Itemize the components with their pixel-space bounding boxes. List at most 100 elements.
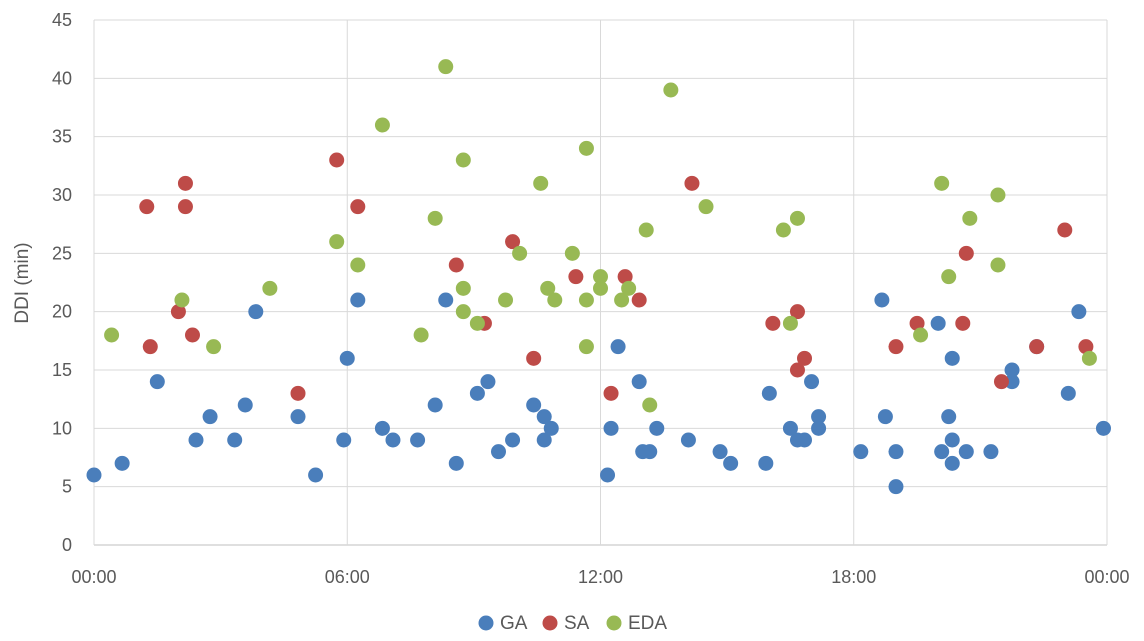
point-eda xyxy=(174,292,190,308)
point-eda xyxy=(775,222,791,238)
point-ga xyxy=(410,432,426,448)
point-eda xyxy=(104,327,120,343)
x-tick-label: 00:00 xyxy=(71,567,116,587)
point-sa xyxy=(526,350,542,366)
x-tick-label: 18:00 xyxy=(831,567,876,587)
point-ga xyxy=(86,467,102,483)
point-ga xyxy=(712,444,728,460)
point-eda xyxy=(789,210,805,226)
point-ga xyxy=(490,444,506,460)
point-ga xyxy=(427,397,443,413)
point-eda xyxy=(614,292,630,308)
x-tick-label: 06:00 xyxy=(325,567,370,587)
point-ga xyxy=(642,444,658,460)
point-eda xyxy=(642,397,658,413)
point-sa xyxy=(958,245,974,261)
legend: GA SA EDA xyxy=(478,613,667,634)
point-ga xyxy=(536,432,552,448)
point-ga xyxy=(680,432,696,448)
point-sa xyxy=(329,152,345,168)
y-tick-label: 5 xyxy=(62,477,72,497)
point-ga xyxy=(874,292,890,308)
y-tick-label: 30 xyxy=(52,185,72,205)
point-ga xyxy=(1095,420,1111,436)
point-ga xyxy=(603,420,619,436)
point-sa xyxy=(603,385,619,401)
x-axis-ticks: 00:00 06:00 12:00 18:00 00:00 xyxy=(71,567,1129,587)
point-ga xyxy=(944,455,960,471)
point-sa xyxy=(170,304,186,320)
y-tick-label: 25 xyxy=(52,243,72,263)
point-eda xyxy=(512,245,528,261)
point-ga xyxy=(941,409,957,425)
y-tick-label: 35 xyxy=(52,127,72,147)
point-sa xyxy=(765,315,781,331)
point-eda xyxy=(934,175,950,191)
point-ga xyxy=(114,455,130,471)
point-sa xyxy=(789,304,805,320)
point-eda xyxy=(438,59,454,75)
point-ga xyxy=(543,420,559,436)
point-ga xyxy=(958,444,974,460)
point-ga xyxy=(202,409,218,425)
point-ga xyxy=(1004,374,1020,390)
point-ga xyxy=(480,374,496,390)
legend-marker-eda xyxy=(606,615,622,631)
point-ga xyxy=(290,409,306,425)
point-ga xyxy=(188,432,204,448)
point-ga xyxy=(797,432,813,448)
point-ga xyxy=(469,385,485,401)
y-axis-ticks: 0 5 10 15 20 25 30 35 40 45 xyxy=(52,10,72,555)
point-ga xyxy=(526,397,542,413)
point-sa xyxy=(184,327,200,343)
point-ga xyxy=(934,444,950,460)
point-ga xyxy=(227,432,243,448)
point-eda xyxy=(638,222,654,238)
point-sa xyxy=(142,339,158,355)
point-sa xyxy=(797,350,813,366)
x-tick-label: 12:00 xyxy=(578,567,623,587)
legend-label-sa: SA xyxy=(564,613,590,634)
point-ga xyxy=(308,467,324,483)
point-sa xyxy=(1078,339,1094,355)
point-ga xyxy=(758,455,774,471)
point-eda xyxy=(427,210,443,226)
point-eda xyxy=(663,82,679,98)
point-ga xyxy=(811,420,827,436)
point-eda xyxy=(578,339,594,355)
point-eda xyxy=(990,187,1006,203)
legend-label-ga: GA xyxy=(500,613,528,634)
point-eda xyxy=(206,339,222,355)
point-eda xyxy=(593,280,608,296)
point-eda xyxy=(262,280,278,296)
y-tick-label: 45 xyxy=(52,10,72,30)
point-ga xyxy=(385,432,401,448)
point-eda xyxy=(593,269,608,285)
point-ga xyxy=(930,315,946,331)
point-eda xyxy=(533,175,549,191)
point-ga xyxy=(336,432,352,448)
point-eda xyxy=(621,280,637,296)
point-ga xyxy=(888,444,904,460)
point-sa xyxy=(993,374,1009,390)
point-eda xyxy=(547,292,563,308)
y-tick-label: 20 xyxy=(52,302,72,322)
legend-marker-ga xyxy=(478,615,494,631)
point-ga xyxy=(983,444,999,460)
point-ga xyxy=(631,374,647,390)
legend-label-eda: EDA xyxy=(628,613,667,634)
point-ga xyxy=(149,374,165,390)
point-eda xyxy=(350,257,366,273)
point-ga xyxy=(944,432,960,448)
point-ga xyxy=(761,385,777,401)
point-sa xyxy=(631,292,647,308)
point-ga xyxy=(610,339,626,355)
point-sa xyxy=(1029,339,1045,355)
point-eda xyxy=(782,315,798,331)
point-eda xyxy=(1081,350,1097,366)
point-eda xyxy=(578,292,594,308)
point-sa xyxy=(290,385,306,401)
point-sa xyxy=(909,315,925,331)
point-sa xyxy=(177,175,193,191)
